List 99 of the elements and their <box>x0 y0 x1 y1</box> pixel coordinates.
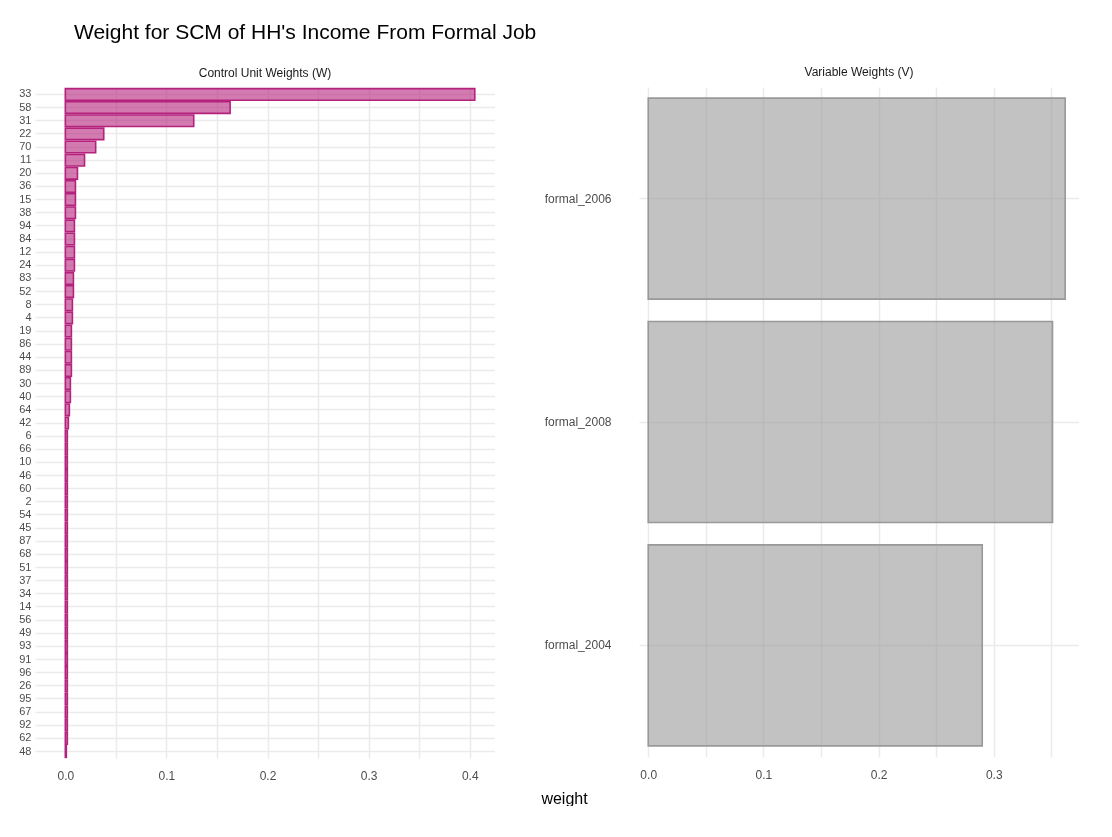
y-tick-label: 93 <box>19 639 32 652</box>
bar <box>64 390 72 404</box>
bar <box>64 101 231 115</box>
y-tick-label: 19 <box>19 324 32 336</box>
x-tick-label: 0.0 <box>640 767 658 782</box>
bar <box>64 232 76 246</box>
chart-title: Weight for SCM of HH's Income From Formal Job <box>74 20 537 44</box>
y-tick-label: 8 <box>25 297 32 310</box>
x-tick-label: 0.1 <box>158 768 176 783</box>
y-tick-label: 15 <box>19 192 32 205</box>
y-tick-label: 83 <box>19 271 32 284</box>
bar <box>64 692 69 706</box>
y-tick-label: 49 <box>19 626 32 639</box>
x-tick-label: 0.3 <box>985 767 1003 782</box>
x-axis-title: weight <box>540 789 589 807</box>
bar <box>64 311 74 325</box>
y-tick-label: 66 <box>19 442 32 455</box>
y-tick-label: 38 <box>19 205 32 218</box>
y-tick-label: 10 <box>19 455 32 468</box>
bar <box>64 140 97 154</box>
y-tick-label: 89 <box>19 363 32 376</box>
bar <box>64 337 73 351</box>
y-tick-label: 2 <box>25 494 32 507</box>
bar <box>64 284 75 299</box>
bar <box>64 416 70 430</box>
chart-subtitle: Control Unit Weights (W) <box>198 65 332 80</box>
y-tick-label: 68 <box>19 547 32 560</box>
y-tick-label: 52 <box>19 284 32 297</box>
bar <box>647 97 1066 300</box>
y-tick-label: 84 <box>19 232 32 245</box>
y-tick-label: formal_2004 <box>544 638 612 653</box>
y-tick-label: 96 <box>19 665 32 678</box>
y-tick-label: 60 <box>19 481 32 494</box>
bar <box>64 508 69 522</box>
bar <box>64 87 476 102</box>
y-tick-label: 70 <box>19 140 32 153</box>
y-tick-label: 86 <box>19 337 32 350</box>
y-tick-label: 51 <box>19 560 32 573</box>
y-tick-label: formal_2006 <box>544 191 612 206</box>
bar <box>64 600 69 614</box>
x-tick-label: 0.0 <box>57 768 75 783</box>
y-tick-label: 4 <box>25 310 32 323</box>
bar <box>64 403 71 417</box>
y-tick-label: 14 <box>19 599 32 612</box>
y-tick-label: 91 <box>19 652 32 665</box>
y-tick-label: 24 <box>19 258 32 271</box>
y-tick-label: 54 <box>19 508 32 520</box>
x-tick-label: 0.3 <box>360 768 378 783</box>
y-tick-label: 42 <box>19 416 32 428</box>
y-tick-label: 64 <box>19 402 32 415</box>
bar <box>64 127 105 141</box>
y-tick-label: 46 <box>19 468 32 481</box>
bar <box>64 363 73 378</box>
bar <box>64 114 195 128</box>
bar <box>64 376 72 391</box>
y-tick-label: 6 <box>25 429 32 442</box>
y-tick-label: 34 <box>19 586 32 599</box>
y-tick-label: 62 <box>19 731 32 744</box>
y-tick-label: 67 <box>19 705 32 718</box>
y-tick-label: 20 <box>19 166 32 179</box>
bar <box>64 153 86 167</box>
bar <box>64 179 77 194</box>
y-tick-label: 94 <box>19 218 32 231</box>
y-tick-label: 92 <box>19 718 32 731</box>
bar <box>647 544 984 747</box>
chart-subtitle: Variable Weights (V) <box>804 65 914 79</box>
y-tick-label: 44 <box>19 350 32 363</box>
y-tick-label: 87 <box>19 534 32 547</box>
x-tick-label: 0.4 <box>461 768 479 783</box>
y-tick-label: formal_2008 <box>544 415 612 429</box>
x-tick-label: 0.2 <box>870 767 888 782</box>
y-tick-label: 56 <box>19 613 32 626</box>
y-tick-label: 40 <box>19 389 32 402</box>
bar <box>64 219 76 233</box>
y-tick-label: 37 <box>19 573 32 586</box>
y-tick-label: 36 <box>19 179 32 192</box>
y-tick-label: 31 <box>19 113 32 126</box>
x-tick-label: 0.1 <box>755 767 773 782</box>
bar <box>64 324 73 338</box>
bar <box>64 350 73 364</box>
y-tick-label: 30 <box>19 376 32 389</box>
y-tick-label: 48 <box>19 744 32 757</box>
bar <box>647 320 1054 524</box>
bar <box>64 193 77 207</box>
bar <box>64 166 79 180</box>
y-tick-label: 11 <box>20 153 32 166</box>
bar <box>64 298 74 312</box>
y-tick-label: 45 <box>19 521 32 534</box>
y-tick-label: 12 <box>19 245 32 258</box>
y-tick-label: 26 <box>19 678 32 691</box>
bar <box>64 271 75 286</box>
y-tick-label: 22 <box>19 126 32 139</box>
bar <box>64 245 76 259</box>
bar <box>64 206 77 220</box>
y-tick-label: 58 <box>19 100 32 113</box>
y-tick-label: 95 <box>19 691 32 704</box>
x-tick-label: 0.2 <box>259 768 277 783</box>
bar <box>64 258 76 272</box>
y-tick-label: 33 <box>19 87 32 100</box>
